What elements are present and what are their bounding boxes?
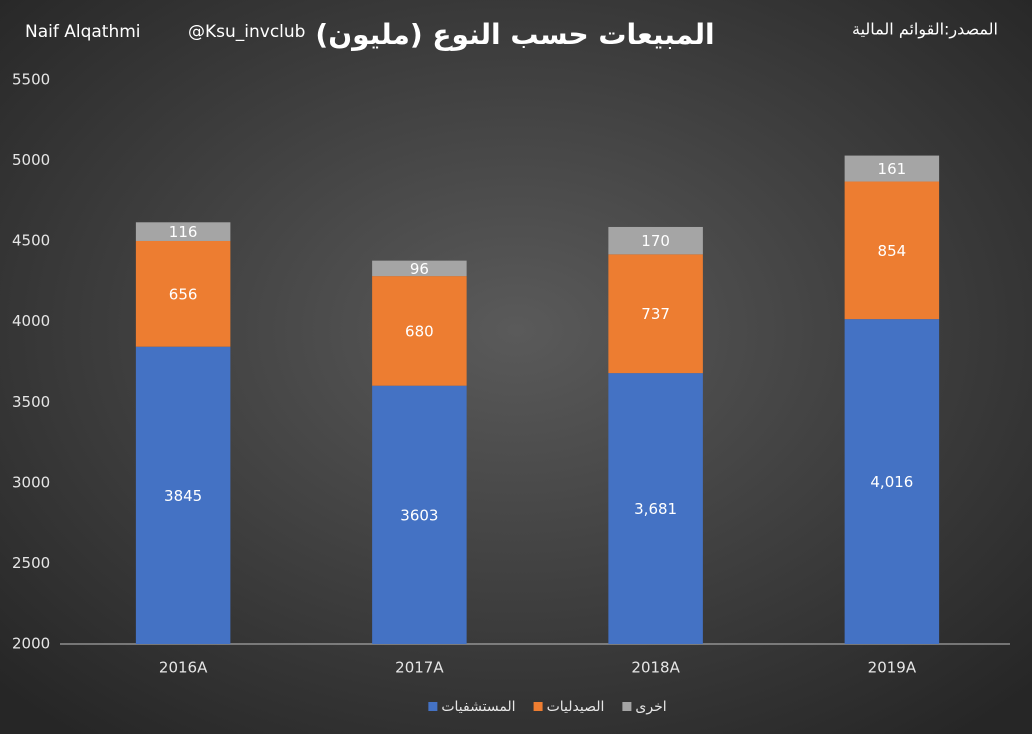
data-label: 3603 <box>400 506 438 524</box>
data-label: 4,016 <box>870 473 913 491</box>
data-label: 737 <box>641 305 670 323</box>
data-label: 3845 <box>164 487 202 505</box>
bar-segment <box>372 276 467 386</box>
legend-swatch <box>622 702 632 711</box>
y-tick-label: 4500 <box>12 232 50 250</box>
y-tick-label: 3000 <box>12 473 50 491</box>
data-label: 116 <box>169 223 198 241</box>
author: Naif Alqathmi <box>25 22 141 42</box>
bar-segment <box>608 226 703 255</box>
data-label: 680 <box>405 322 434 340</box>
bar-segment <box>135 240 231 347</box>
x-tick-label: 2019A <box>868 659 917 677</box>
bar-segment <box>135 346 231 644</box>
y-tick-label: 4000 <box>12 312 50 330</box>
legend-label: اخرى <box>635 699 666 715</box>
data-label: 656 <box>169 285 198 303</box>
data-label: 170 <box>641 232 670 250</box>
y-tick-label: 2000 <box>12 635 50 653</box>
bar-segment <box>844 319 940 644</box>
y-tick-label: 3500 <box>12 393 50 411</box>
legend-label: المستشفيات <box>441 699 515 715</box>
legend-label: الصيدليات <box>547 699 605 715</box>
handle: @Ksu_invclub <box>188 22 305 42</box>
x-tick-label: 2018A <box>631 659 680 677</box>
data-label: 96 <box>410 260 429 278</box>
bar-segment <box>608 373 703 644</box>
legend-swatch <box>533 702 543 711</box>
legend-swatch <box>428 702 438 711</box>
source: المصدر:القوائم المالية <box>852 20 998 40</box>
bar-segment <box>608 254 703 374</box>
chart-title: المبيعات حسب النوع (مليون) <box>315 18 714 51</box>
data-label: 3,681 <box>634 500 677 518</box>
x-tick-label: 2016A <box>159 659 208 677</box>
y-tick-label: 5500 <box>12 71 50 89</box>
bar-segment <box>135 222 231 241</box>
bar-segment <box>372 385 467 644</box>
bar-segment <box>372 260 467 277</box>
y-tick-label: 5000 <box>12 151 50 169</box>
data-label: 854 <box>878 242 907 260</box>
data-label: 161 <box>878 160 907 178</box>
bar-segment <box>844 181 940 320</box>
bar-segment <box>844 155 940 182</box>
y-tick-label: 2500 <box>12 554 50 572</box>
x-tick-label: 2017A <box>395 659 444 677</box>
